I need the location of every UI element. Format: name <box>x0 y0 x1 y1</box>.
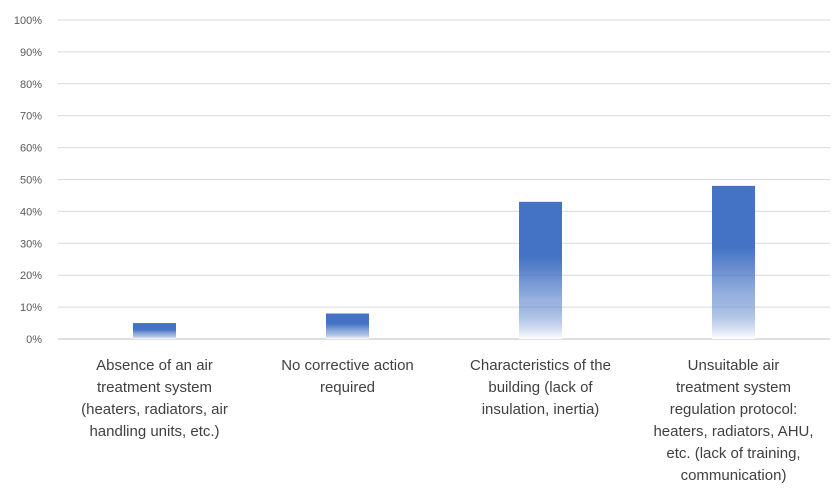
y-tick-label: 50% <box>20 175 42 187</box>
bar <box>326 313 369 339</box>
bar <box>519 201 562 339</box>
y-tick-label: 10% <box>20 302 42 314</box>
y-tick-label: 40% <box>20 206 42 218</box>
y-tick-label: 100% <box>14 15 42 27</box>
y-tick-label: 90% <box>20 47 42 59</box>
x-category-label: No corrective action required <box>281 357 414 396</box>
y-tick-label: 30% <box>20 238 42 250</box>
y-tick-label: 20% <box>20 270 42 282</box>
bar <box>133 323 176 339</box>
y-tick-label: 60% <box>20 143 42 155</box>
gridlines <box>58 19 830 340</box>
bars <box>133 185 755 339</box>
y-tick-label: 80% <box>20 79 42 91</box>
x-category-label: Unsuitable air treatment system regulati… <box>653 357 814 484</box>
x-category-label: Absence of an air treatment system (heat… <box>81 357 228 440</box>
bar <box>712 185 755 339</box>
x-category-label: Characteristics of the building (lack of… <box>470 357 611 418</box>
y-tick-label: 70% <box>20 111 42 123</box>
y-axis-ticks: 0% 10% 20% 30% 40% 50% 60% 70% 80% 90% 100% <box>14 15 42 346</box>
y-tick-label: 0% <box>26 334 42 346</box>
